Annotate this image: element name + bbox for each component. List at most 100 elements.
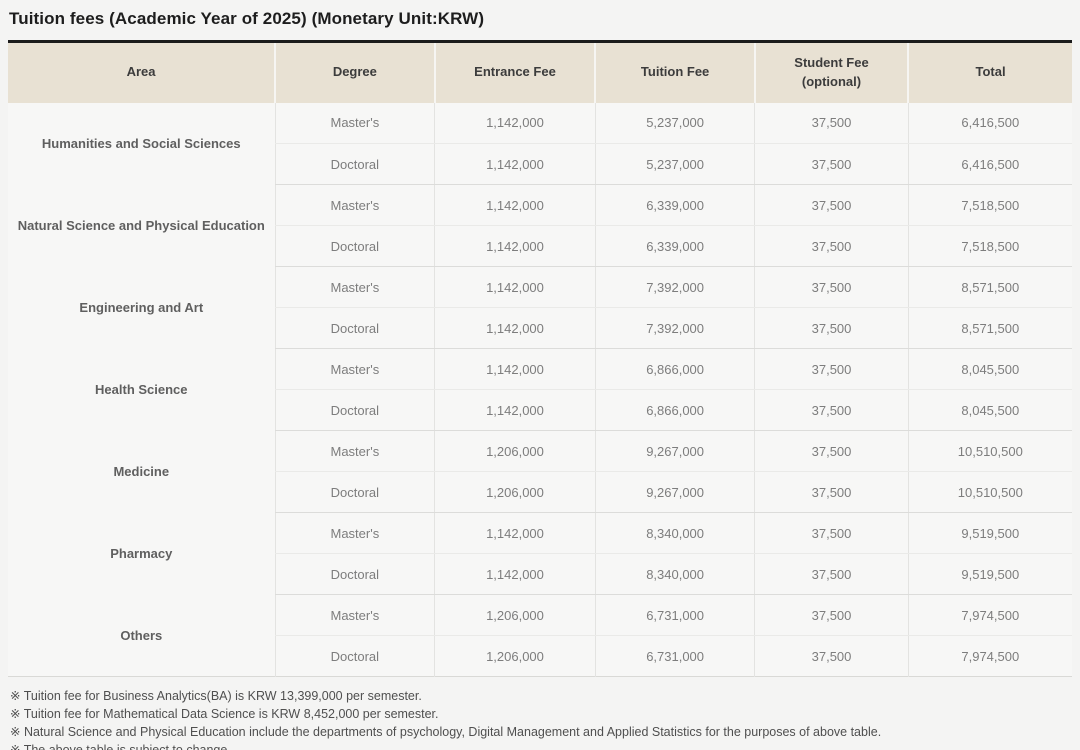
table-row: Doctoral 1,142,000 5,237,000 37,500 6,41… [8,143,1072,185]
student-fee-cell: 37,500 [754,430,909,472]
student-fee-cell: 37,500 [754,143,909,185]
tuition-fee-cell: 6,866,000 [594,348,755,390]
table-header-row: Area Degree Entrance Fee Tuition Fee Stu… [8,41,1072,103]
tuition-fee-cell: 9,267,000 [594,471,755,513]
student-fee-cell: 37,500 [754,266,909,308]
degree-cell: Master's [274,594,435,636]
area-cell: Humanities and Social Sciences [41,136,241,151]
footnote: ※ The above table is subject to change. [10,743,231,750]
student-fee-cell: 37,500 [754,553,909,595]
total-cell: 8,571,500 [907,266,1072,308]
degree-cell: Master's [274,430,435,472]
total-cell: 7,974,500 [907,594,1072,636]
entrance-fee-cell: 1,142,000 [434,184,596,226]
degree-cell: Master's [274,266,435,308]
table-row: Pharmacy Master's 1,142,000 8,340,000 37… [8,512,1072,561]
table-row: Doctoral 1,206,000 9,267,000 37,500 10,5… [8,471,1072,513]
tuition-fee-cell: 6,339,000 [594,184,755,226]
student-fee-cell: 37,500 [754,102,909,144]
entrance-fee-cell: 1,206,000 [434,635,596,677]
entrance-fee-cell: 1,206,000 [434,430,596,472]
column-header-tuition-fee: Tuition Fee [594,41,755,103]
column-header-student-fee-line1: Student Fee [794,54,869,70]
table-row: Medicine Master's 1,206,000 9,267,000 37… [8,430,1072,479]
student-fee-cell: 37,500 [754,348,909,390]
table-row: Others Master's 1,206,000 6,731,000 37,5… [8,594,1072,643]
total-cell: 8,045,500 [907,389,1072,431]
total-cell: 10,510,500 [907,430,1072,472]
area-cell: Natural Science and Physical Education [17,218,265,233]
total-cell: 9,519,500 [907,553,1072,595]
entrance-fee-cell: 1,142,000 [434,389,596,431]
student-fee-cell: 37,500 [754,184,909,226]
table-row: Doctoral 1,142,000 6,866,000 37,500 8,04… [8,389,1072,431]
footnote: ※ Tuition fee for Business Analytics(BA)… [10,689,422,703]
table-row: Natural Science and Physical Education M… [8,184,1072,233]
tuition-fee-cell: 7,392,000 [594,266,755,308]
total-cell: 6,416,500 [907,143,1072,185]
tuition-fee-cell: 7,392,000 [594,307,755,349]
table-row: Engineering and Art Master's 1,142,000 7… [8,266,1072,315]
area-cell: Engineering and Art [79,300,204,315]
entrance-fee-cell: 1,142,000 [434,512,596,554]
tuition-fee-cell: 6,339,000 [594,225,755,267]
degree-cell: Master's [274,348,435,390]
area-cell: Others [120,627,163,643]
student-fee-cell: 37,500 [754,471,909,513]
tuition-fees-table: Area Degree Entrance Fee Tuition Fee Stu… [8,40,1072,677]
area-cell: Medicine [113,464,170,479]
total-cell: 7,518,500 [907,225,1072,267]
table-row: Doctoral 1,142,000 7,392,000 37,500 8,57… [8,307,1072,349]
student-fee-cell: 37,500 [754,307,909,349]
degree-cell: Doctoral [274,471,435,513]
entrance-fee-cell: 1,142,000 [434,102,596,144]
total-cell: 6,416,500 [907,102,1072,144]
student-fee-cell: 37,500 [754,389,909,431]
degree-cell: Master's [274,512,435,554]
total-cell: 8,045,500 [907,348,1072,390]
tuition-fee-cell: 8,340,000 [594,512,755,554]
tuition-fee-cell: 5,237,000 [594,143,755,185]
table-row: Doctoral 1,206,000 6,731,000 37,500 7,97… [8,635,1072,677]
entrance-fee-cell: 1,142,000 [434,553,596,595]
column-header-entrance-fee: Entrance Fee [433,41,596,103]
column-header-total: Total [907,41,1072,103]
degree-cell: Doctoral [274,307,435,349]
footnotes: ※ Tuition fee for Business Analytics(BA)… [10,687,1072,750]
student-fee-cell: 37,500 [754,225,909,267]
table-row: Humanities and Social Sciences Master's … [8,102,1072,151]
footnote: ※ Tuition fee for Mathematical Data Scie… [10,707,439,721]
entrance-fee-cell: 1,142,000 [434,266,596,308]
student-fee-cell: 37,500 [754,512,909,554]
area-cell: Health Science [95,382,188,397]
total-cell: 9,519,500 [907,512,1072,554]
tuition-fee-cell: 5,237,000 [594,102,755,144]
column-header-student-fee: Student Fee (optional) [753,41,909,103]
entrance-fee-cell: 1,142,000 [434,225,596,267]
column-header-degree: Degree [274,41,435,103]
footnote: ※ Natural Science and Physical Education… [10,725,882,739]
table-row: Doctoral 1,142,000 8,340,000 37,500 9,51… [8,553,1072,595]
tuition-fee-cell: 6,866,000 [594,389,755,431]
total-cell: 10,510,500 [907,471,1072,513]
degree-cell: Master's [274,102,435,144]
page-title: Tuition fees (Academic Year of 2025) (Mo… [9,9,485,28]
column-header-student-fee-line2: (optional) [801,73,862,89]
student-fee-cell: 37,500 [754,594,909,636]
entrance-fee-cell: 1,206,000 [434,471,596,513]
degree-cell: Doctoral [274,553,435,595]
table-row: Doctoral 1,142,000 6,339,000 37,500 7,51… [8,225,1072,267]
area-cell: Pharmacy [110,546,173,561]
degree-cell: Master's [274,184,435,226]
total-cell: 7,974,500 [907,635,1072,677]
tuition-fee-cell: 6,731,000 [594,594,755,636]
column-header-area: Area [8,41,276,103]
entrance-fee-cell: 1,142,000 [434,348,596,390]
degree-cell: Doctoral [274,389,435,431]
entrance-fee-cell: 1,142,000 [434,143,596,185]
degree-cell: Doctoral [274,143,435,185]
total-cell: 7,518,500 [907,184,1072,226]
total-cell: 8,571,500 [907,307,1072,349]
entrance-fee-cell: 1,206,000 [434,594,596,636]
